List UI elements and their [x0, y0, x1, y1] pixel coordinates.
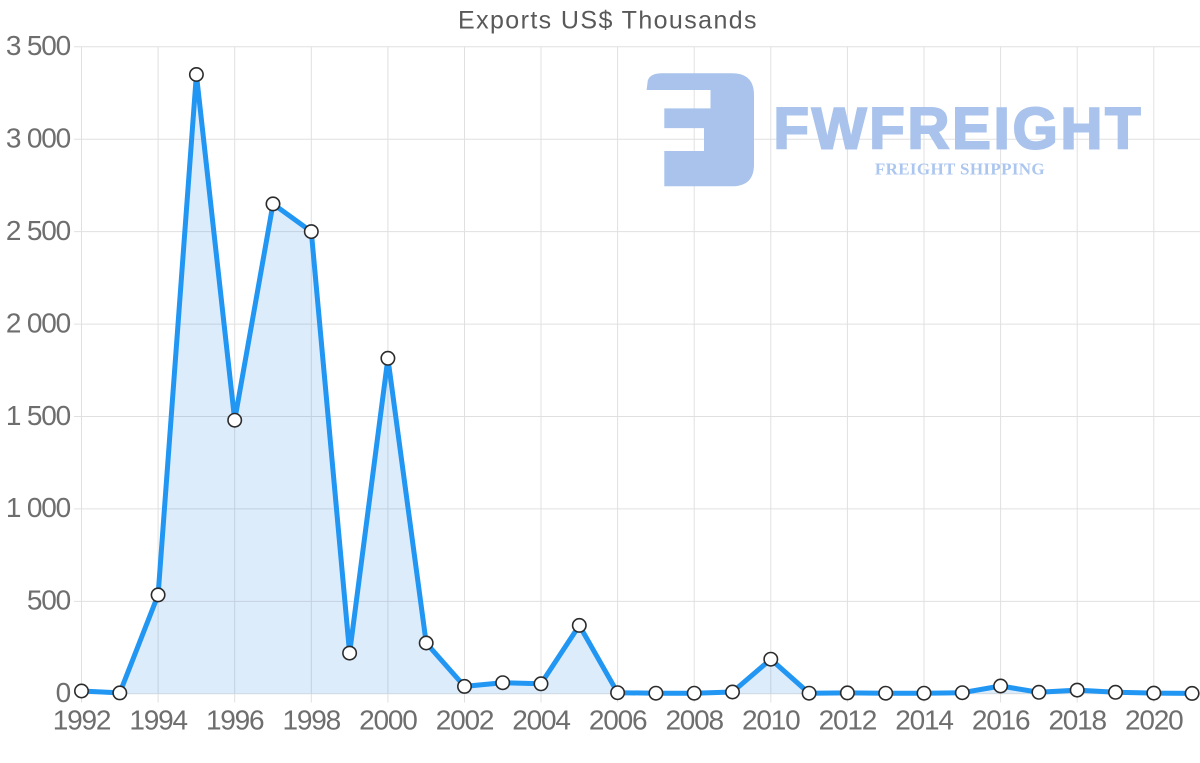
svg-text:2014: 2014	[895, 705, 953, 736]
svg-text:1 500: 1 500	[6, 400, 71, 431]
svg-text:1996: 1996	[206, 705, 264, 736]
svg-text:1992: 1992	[53, 705, 111, 736]
svg-text:1 000: 1 000	[6, 492, 71, 523]
svg-text:500: 500	[27, 585, 71, 616]
svg-text:2010: 2010	[742, 705, 800, 736]
svg-text:0: 0	[56, 677, 71, 708]
svg-text:1994: 1994	[129, 705, 187, 736]
svg-text:2018: 2018	[1048, 705, 1106, 736]
svg-text:FWFREIGHT: FWFREIGHT	[774, 97, 1144, 162]
svg-text:2 500: 2 500	[6, 215, 71, 246]
svg-text:2002: 2002	[436, 705, 494, 736]
svg-text:2 000: 2 000	[6, 307, 71, 338]
svg-text:2012: 2012	[819, 705, 877, 736]
svg-text:2004: 2004	[512, 705, 570, 736]
svg-text:2006: 2006	[589, 705, 647, 736]
svg-text:2008: 2008	[665, 705, 723, 736]
svg-text:1998: 1998	[283, 705, 341, 736]
svg-text:2000: 2000	[359, 705, 417, 736]
svg-text:2016: 2016	[972, 705, 1030, 736]
svg-text:3 500: 3 500	[6, 30, 71, 61]
svg-text:3 000: 3 000	[6, 123, 71, 154]
svg-text:FREIGHT SHIPPING: FREIGHT SHIPPING	[875, 160, 1045, 179]
svg-text:Exports US$ Thousands: Exports US$ Thousands	[458, 7, 758, 35]
svg-text:2020: 2020	[1125, 705, 1183, 736]
